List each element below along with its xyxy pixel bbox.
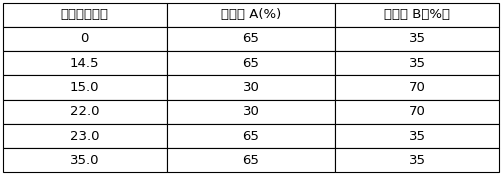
Text: 时间（分钟）: 时间（分钟） [61,8,108,21]
Bar [3,51,166,75]
Bar [335,148,498,172]
Bar [3,124,166,148]
Text: 35: 35 [408,130,425,142]
Text: 22.0: 22.0 [70,105,99,118]
Bar [3,27,166,51]
Bar [166,27,335,51]
Bar [335,27,498,51]
Text: 65: 65 [242,33,259,46]
Text: 30: 30 [242,81,259,94]
Bar [335,75,498,100]
Bar [3,148,166,172]
Bar [166,75,335,100]
Text: 70: 70 [408,81,425,94]
Bar [166,148,335,172]
Text: 0: 0 [80,33,89,46]
Text: 65: 65 [242,57,259,70]
Text: 流动相 B（%）: 流动相 B（%） [384,8,449,21]
Bar [3,100,166,124]
Text: 14.5: 14.5 [70,57,99,70]
Text: 15.0: 15.0 [70,81,99,94]
Text: 70: 70 [408,105,425,118]
Text: 35.0: 35.0 [70,154,99,167]
Bar [335,3,498,27]
Bar [335,124,498,148]
Bar [3,3,166,27]
Bar [166,51,335,75]
Text: 流动相 A(%): 流动相 A(%) [220,8,281,21]
Text: 65: 65 [242,154,259,167]
Bar [166,3,335,27]
Bar [166,100,335,124]
Text: 35: 35 [408,57,425,70]
Text: 30: 30 [242,105,259,118]
Bar [335,51,498,75]
Text: 23.0: 23.0 [70,130,99,142]
Bar [3,75,166,100]
Text: 65: 65 [242,130,259,142]
Bar [166,124,335,148]
Bar [335,100,498,124]
Text: 35: 35 [408,154,425,167]
Text: 35: 35 [408,33,425,46]
